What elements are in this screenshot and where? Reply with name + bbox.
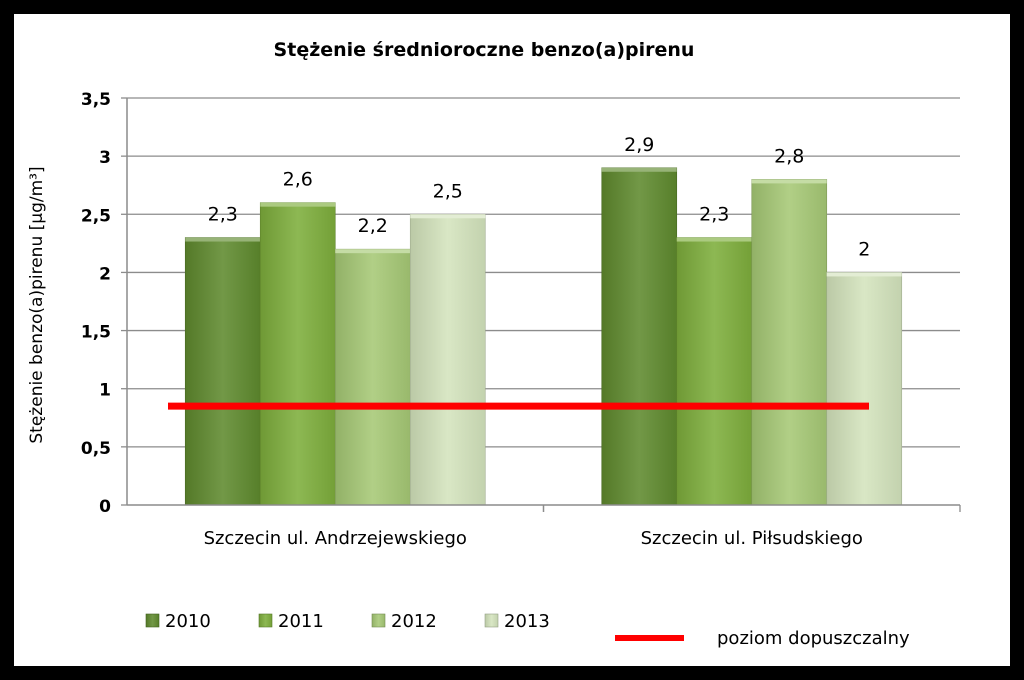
legend-reference-label: poziom dopuszczalny	[717, 628, 910, 649]
bar-top-highlight	[335, 249, 411, 254]
data-label: 2,8	[774, 145, 804, 167]
bar	[184, 237, 261, 506]
bar-top-highlight	[185, 237, 261, 242]
legend-swatch	[371, 613, 386, 628]
legend-label: 2013	[504, 611, 550, 632]
bar	[601, 167, 678, 506]
y-tick-label: 0	[99, 497, 111, 517]
y-tick-label: 1,5	[81, 323, 111, 343]
data-label: 2,3	[699, 204, 729, 226]
bar	[409, 213, 486, 506]
y-axis-label: Stężenie benzo(a)pirenu [μg/m³]	[27, 166, 47, 443]
y-tick-label: 2,5	[81, 206, 111, 226]
bar	[826, 272, 903, 506]
legend-swatch	[484, 613, 499, 628]
bar-top-highlight	[676, 237, 752, 242]
legend-label: 2012	[391, 611, 437, 632]
bar	[751, 179, 828, 506]
legend-swatch	[258, 613, 273, 628]
bar-top-highlight	[751, 179, 827, 184]
legend-label: 2010	[165, 611, 211, 632]
data-label: 2	[858, 238, 870, 260]
y-tick-label: 3	[99, 148, 111, 168]
data-label: 2,5	[433, 180, 463, 202]
bar-chart: Stężenie średnioroczne benzo(a)pirenu St…	[27, 39, 961, 649]
bar-top-highlight	[826, 272, 902, 277]
y-tick-label: 0,5	[81, 439, 111, 459]
legend-label: 2011	[278, 611, 324, 632]
legend-swatch	[145, 613, 160, 628]
x-category-label: Szczecin ul. Piłsudskiego	[641, 528, 863, 549]
data-label: 2,2	[358, 215, 388, 237]
bar	[259, 202, 336, 506]
bar-top-highlight	[260, 202, 336, 207]
chart-frame: Stężenie średnioroczne benzo(a)pirenu St…	[14, 14, 1010, 666]
data-label: 2,9	[624, 134, 654, 156]
y-tick-label: 3,5	[81, 90, 111, 110]
bar	[334, 248, 411, 506]
bar	[676, 237, 753, 506]
data-label: 2,6	[283, 169, 313, 191]
data-label: 2,3	[208, 204, 238, 226]
bar-top-highlight	[601, 167, 677, 172]
bar-top-highlight	[410, 214, 486, 219]
x-category-label: Szczecin ul. Andrzejewskiego	[204, 528, 467, 549]
y-tick-label: 2	[99, 264, 111, 284]
y-tick-label: 1	[99, 381, 111, 401]
chart-title: Stężenie średnioroczne benzo(a)pirenu	[274, 39, 695, 61]
